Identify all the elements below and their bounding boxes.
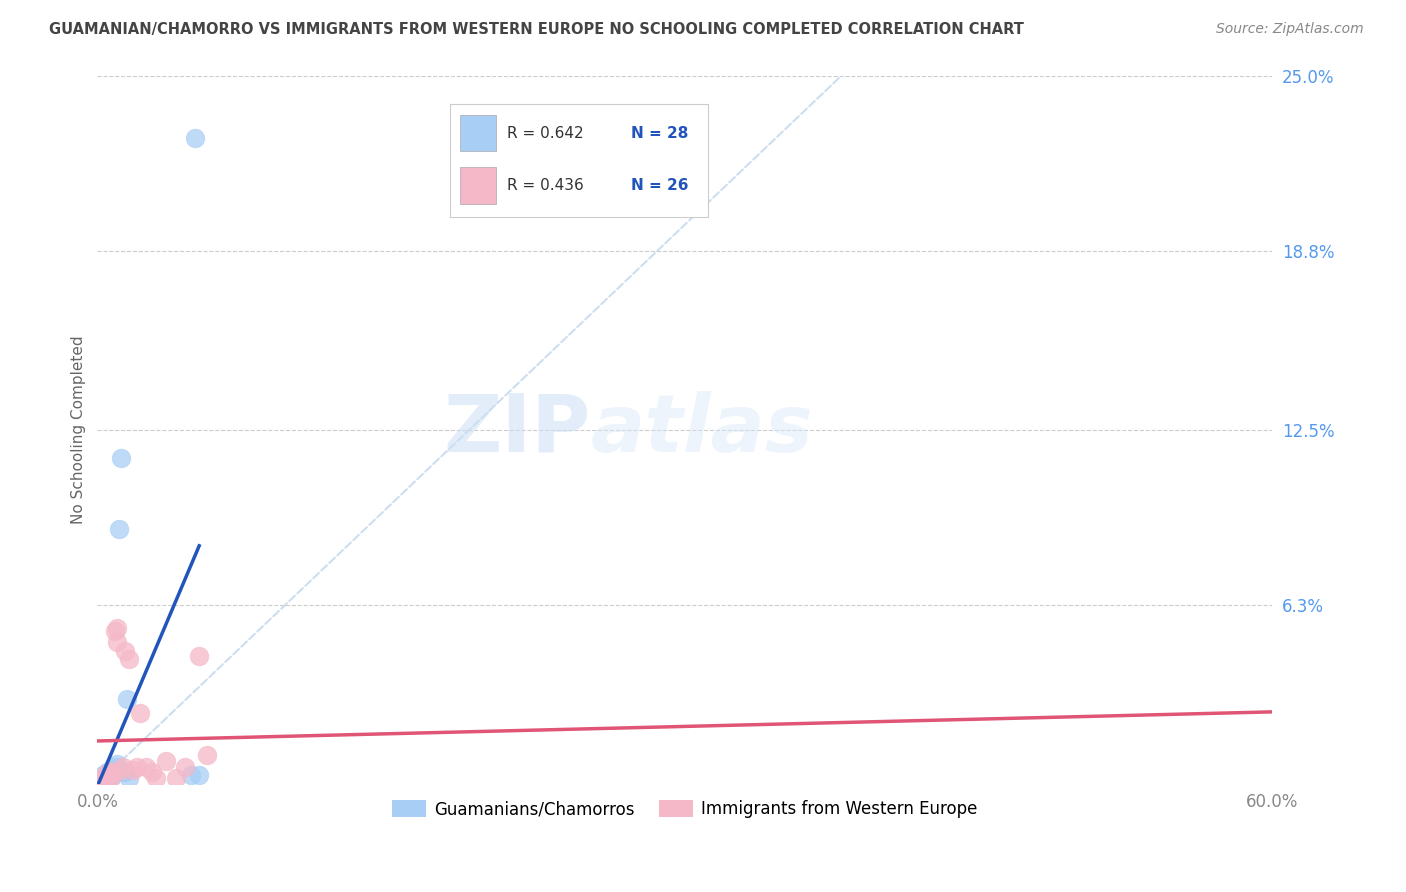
Point (90, 773, 112, 788)
Point (94, 768, 117, 782)
Point (184, 131, 207, 145)
Point (94, 771, 117, 785)
Point (121, 763, 143, 777)
Point (91, 771, 114, 785)
Text: GUAMANIAN/CHAMORRO VS IMMIGRANTS FROM WESTERN EUROPE NO SCHOOLING COMPLETED CORR: GUAMANIAN/CHAMORRO VS IMMIGRANTS FROM WE… (49, 22, 1024, 37)
Point (105, 763, 128, 777)
Point (114, 643, 136, 657)
Point (94, 773, 117, 788)
Point (174, 760, 197, 774)
Text: ZIP: ZIP (444, 391, 591, 468)
Point (111, 760, 134, 774)
Point (101, 763, 124, 777)
Point (105, 621, 128, 635)
Point (100, 771, 122, 785)
Text: atlas: atlas (591, 391, 814, 468)
Point (96, 768, 118, 782)
Point (110, 763, 132, 777)
Point (141, 765, 163, 780)
Point (98, 765, 121, 780)
Legend: Guamanians/Chamorros, Immigrants from Western Europe: Guamanians/Chamorros, Immigrants from We… (385, 794, 984, 825)
Point (101, 765, 124, 780)
Point (145, 771, 167, 785)
Point (110, 450, 132, 465)
Point (188, 649, 211, 664)
Point (98, 765, 121, 780)
Point (108, 522, 131, 536)
Point (111, 765, 134, 780)
Point (96, 771, 118, 785)
Point (195, 748, 218, 763)
Point (115, 691, 138, 706)
Point (100, 763, 122, 777)
Point (188, 768, 211, 782)
Point (100, 768, 122, 782)
Point (118, 771, 141, 785)
Point (94, 771, 117, 785)
Text: Source: ZipAtlas.com: Source: ZipAtlas.com (1216, 22, 1364, 37)
Point (135, 760, 157, 774)
Point (180, 768, 202, 782)
Point (101, 768, 124, 782)
Point (114, 765, 136, 780)
Point (90, 773, 112, 788)
Point (96, 765, 118, 780)
Point (125, 760, 148, 774)
Point (98, 771, 121, 785)
Point (118, 652, 141, 666)
Point (104, 765, 127, 780)
Point (100, 765, 122, 780)
Point (96, 771, 118, 785)
Point (104, 624, 127, 638)
Point (165, 771, 187, 785)
Point (98, 768, 121, 782)
Point (155, 754, 177, 768)
Point (104, 760, 127, 774)
Point (105, 635, 128, 649)
Point (91, 768, 114, 782)
Y-axis label: No Schooling Completed: No Schooling Completed (72, 335, 86, 524)
Point (105, 756, 128, 771)
Point (129, 706, 152, 720)
